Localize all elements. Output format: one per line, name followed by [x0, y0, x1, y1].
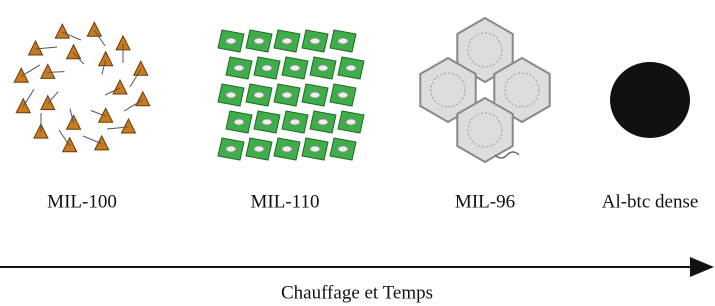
- mil-96-structure: [420, 18, 549, 162]
- decoration: [134, 61, 148, 75]
- node-label: MIL-110: [251, 191, 320, 212]
- decoration: [338, 38, 348, 44]
- decoration: [254, 146, 264, 152]
- decoration: [48, 92, 59, 104]
- decoration: [318, 119, 328, 125]
- decoration: [21, 65, 40, 76]
- decoration: [310, 146, 320, 152]
- decoration: [23, 89, 34, 107]
- arrow-label: Chauffage et Temps: [281, 282, 433, 303]
- decoration: [254, 38, 264, 44]
- decoration: [318, 65, 328, 71]
- decoration: [310, 38, 320, 44]
- decoration: [262, 65, 272, 71]
- dense-phase: [610, 62, 690, 138]
- decoration: [338, 146, 348, 152]
- decoration: [226, 146, 236, 152]
- mil-100-structure: [14, 22, 150, 151]
- decoration: [254, 92, 264, 98]
- decoration: [136, 92, 150, 106]
- decoration: [63, 138, 77, 152]
- decoration: [290, 119, 300, 125]
- decoration: [226, 38, 236, 44]
- decoration: [338, 92, 348, 98]
- diagram: MIL-100 MIL-110 MIL-96 Al-btc dense Chau…: [0, 0, 715, 306]
- decoration: [55, 24, 69, 38]
- decoration: [87, 22, 101, 36]
- decoration: [83, 136, 102, 144]
- decoration: [48, 72, 65, 73]
- mil-110-structure: [218, 30, 364, 160]
- decoration: [16, 99, 30, 113]
- decoration: [282, 38, 292, 44]
- decoration: [67, 45, 81, 59]
- decoration: [59, 130, 70, 146]
- decoration: [282, 146, 292, 152]
- decoration: [226, 92, 236, 98]
- decoration: [29, 41, 43, 55]
- decoration: [95, 136, 109, 150]
- decoration: [346, 119, 356, 125]
- decoration: [14, 68, 28, 82]
- decoration: [282, 92, 292, 98]
- decoration: [41, 64, 55, 78]
- node-label: MIL-100: [47, 191, 117, 212]
- decoration: [113, 80, 127, 94]
- decoration: [310, 92, 320, 98]
- decoration: [262, 119, 272, 125]
- decoration: [290, 65, 300, 71]
- decoration: [234, 65, 244, 71]
- decoration: [234, 119, 244, 125]
- node-label: MIL-96: [455, 191, 515, 212]
- node-label: Al-btc dense: [602, 191, 699, 212]
- decoration: [121, 119, 135, 133]
- decoration: [99, 52, 113, 66]
- decoration: [99, 108, 113, 122]
- decoration: [346, 65, 356, 71]
